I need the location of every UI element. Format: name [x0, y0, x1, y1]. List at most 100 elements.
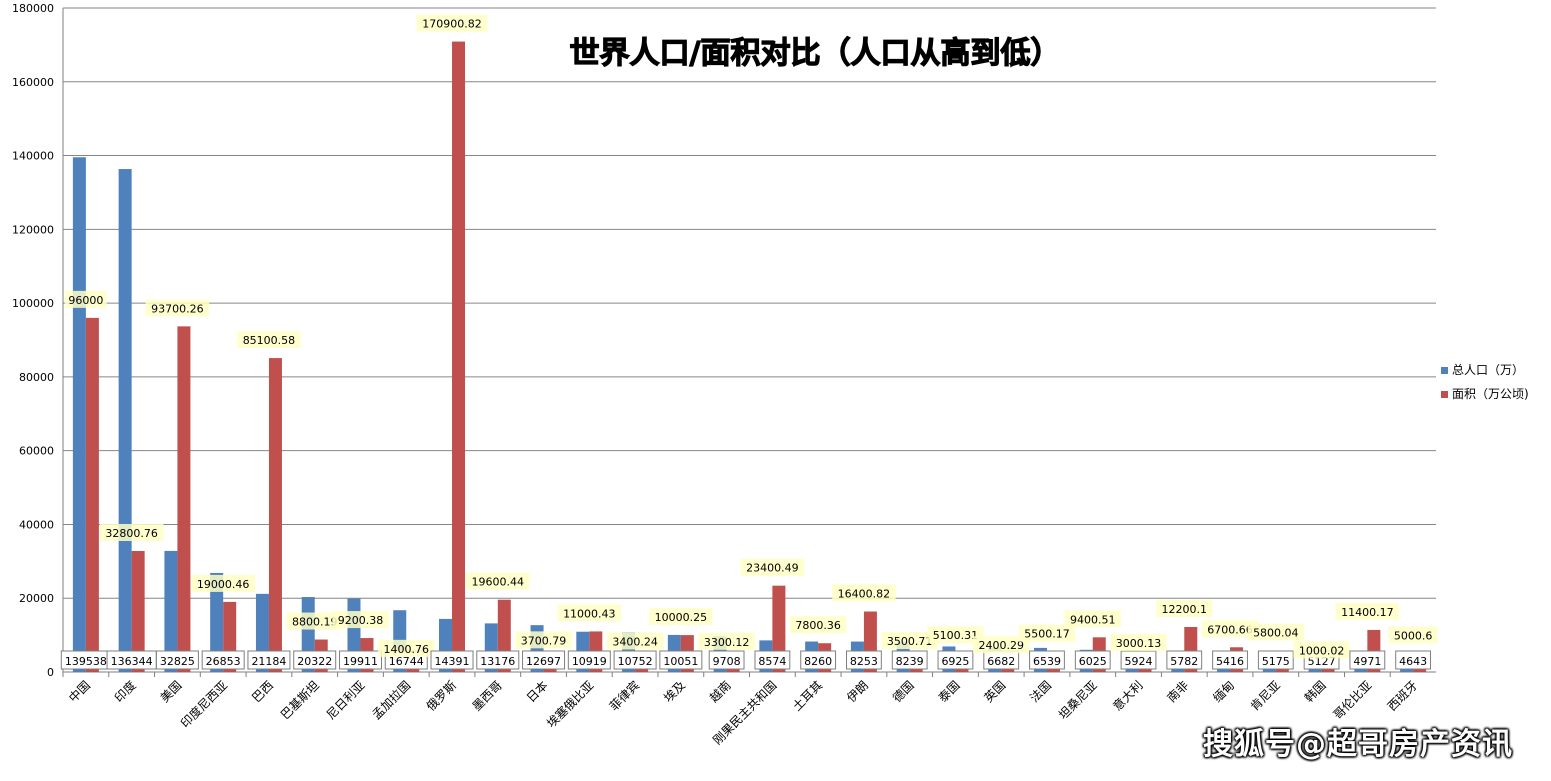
- data-label-area: 16400.82: [832, 584, 896, 602]
- data-label-population: 20322: [293, 650, 337, 670]
- data-label-population: 10919: [567, 650, 611, 670]
- svg-text:136344: 136344: [111, 655, 153, 668]
- svg-text:10919: 10919: [572, 655, 607, 668]
- bar-area: [772, 585, 786, 672]
- data-label-population: 19911: [338, 650, 382, 670]
- svg-text:3700.79: 3700.79: [521, 634, 567, 647]
- data-label-population: 26853: [201, 650, 245, 670]
- svg-text:6025: 6025: [1079, 655, 1107, 668]
- svg-text:8260: 8260: [804, 655, 832, 668]
- y-tick-label: 20000: [19, 592, 54, 605]
- data-label-area: 96000: [64, 290, 107, 308]
- data-label-area: 3700.79: [515, 631, 572, 649]
- data-label-population: 5175: [1257, 650, 1294, 670]
- data-label-area: 6700.66: [1201, 620, 1259, 638]
- svg-text:139538: 139538: [65, 655, 107, 668]
- data-label-population: 12697: [522, 650, 566, 670]
- svg-text:3400.24: 3400.24: [612, 635, 658, 648]
- svg-text:10051: 10051: [663, 655, 698, 668]
- data-label-population: 10051: [659, 650, 703, 670]
- svg-text:1400.76: 1400.76: [384, 643, 430, 656]
- data-label-area: 170900.82: [416, 14, 488, 32]
- data-label-area: 5500.17: [1018, 624, 1076, 642]
- data-label-population: 8239: [891, 650, 928, 670]
- svg-text:5800.04: 5800.04: [1253, 627, 1299, 640]
- bar-area: [268, 358, 282, 672]
- svg-text:9400.51: 9400.51: [1070, 613, 1116, 626]
- legend-label: 总人口（万）: [1452, 363, 1524, 377]
- svg-text:5782: 5782: [1170, 655, 1198, 668]
- bar-area: [177, 326, 191, 672]
- svg-text:6700.66: 6700.66: [1207, 623, 1253, 636]
- svg-text:9708: 9708: [713, 655, 741, 668]
- svg-text:11000.43: 11000.43: [563, 607, 616, 620]
- svg-text:5500.17: 5500.17: [1024, 628, 1070, 641]
- data-label-population: 32825: [155, 650, 199, 670]
- data-label-population: 6682: [983, 650, 1020, 670]
- svg-text:170900.82: 170900.82: [422, 18, 482, 31]
- svg-text:13176: 13176: [480, 655, 515, 668]
- svg-text:8800.19: 8800.19: [292, 616, 338, 629]
- watermark: 搜狐号@超哥房产资讯: [1203, 727, 1513, 762]
- svg-text:3300.12: 3300.12: [704, 636, 750, 649]
- y-tick-label: 60000: [19, 445, 54, 458]
- svg-text:85100.58: 85100.58: [243, 334, 296, 347]
- data-label-population: 4971: [1349, 650, 1386, 670]
- svg-text:20322: 20322: [297, 655, 332, 668]
- bar-area: [1321, 668, 1335, 672]
- svg-text:5175: 5175: [1262, 655, 1290, 668]
- data-label-area: 7800.36: [789, 616, 847, 634]
- y-tick-label: 100000: [12, 297, 54, 310]
- svg-text:3000.13: 3000.13: [1116, 637, 1162, 650]
- svg-text:4971: 4971: [1353, 655, 1381, 668]
- svg-text:10000.25: 10000.25: [655, 611, 708, 624]
- bar-population: [118, 169, 132, 673]
- y-tick-label: 40000: [19, 518, 54, 531]
- svg-text:9200.38: 9200.38: [338, 614, 384, 627]
- data-label-area: 5800.04: [1247, 623, 1305, 641]
- svg-text:6539: 6539: [1033, 655, 1061, 668]
- chart-title: 世界人口/面积对比（人口从高到低）: [570, 36, 1061, 71]
- svg-text:16400.82: 16400.82: [838, 587, 891, 600]
- data-label-area: 3400.24: [606, 632, 664, 650]
- svg-text:12200.1: 12200.1: [1162, 603, 1208, 616]
- bar-population: [210, 572, 224, 672]
- bar-area: [452, 41, 466, 673]
- svg-text:26853: 26853: [206, 655, 241, 668]
- data-label-population: 5924: [1120, 650, 1157, 670]
- y-tick-label: 120000: [12, 223, 54, 236]
- data-label-area: 19000.46: [191, 574, 255, 592]
- data-label-area: 93700.26: [145, 299, 210, 317]
- svg-text:96000: 96000: [68, 294, 103, 307]
- y-tick-label: 160000: [12, 76, 54, 89]
- svg-text:19000.46: 19000.46: [197, 578, 250, 591]
- data-label-area: 2400.29: [973, 636, 1030, 654]
- data-label-population: 10752: [613, 650, 657, 670]
- data-label-area: 3000.13: [1110, 633, 1167, 651]
- svg-text:5000.6: 5000.6: [1394, 630, 1433, 643]
- data-label-population: 136344: [106, 650, 157, 670]
- legend-label: 面积（万公顷): [1452, 387, 1529, 401]
- legend: 总人口（万） 面积（万公顷): [1441, 363, 1529, 401]
- bar-area: [85, 317, 99, 672]
- data-label-population: 5782: [1166, 650, 1203, 670]
- data-label-area: 12200.1: [1156, 599, 1213, 617]
- legend-swatch: [1441, 391, 1448, 398]
- data-label-area: 9200.38: [332, 611, 389, 629]
- svg-text:11400.17: 11400.17: [1341, 606, 1394, 619]
- data-label-population: 9708: [708, 650, 745, 670]
- data-label-area: 3300.12: [698, 632, 755, 650]
- data-label-area: 3500.71: [881, 632, 938, 650]
- svg-text:19600.44: 19600.44: [472, 576, 525, 589]
- svg-text:8574: 8574: [758, 655, 786, 668]
- data-label-population: 6925: [937, 650, 974, 670]
- bar-population: [164, 550, 178, 672]
- svg-text:5100.31: 5100.31: [933, 629, 979, 642]
- svg-text:32825: 32825: [160, 655, 195, 668]
- data-label-population: 5416: [1212, 650, 1248, 670]
- data-label-population: 8260: [800, 650, 837, 670]
- svg-text:7800.36: 7800.36: [795, 619, 841, 632]
- svg-text:5924: 5924: [1125, 655, 1153, 668]
- svg-text:3500.71: 3500.71: [887, 635, 933, 648]
